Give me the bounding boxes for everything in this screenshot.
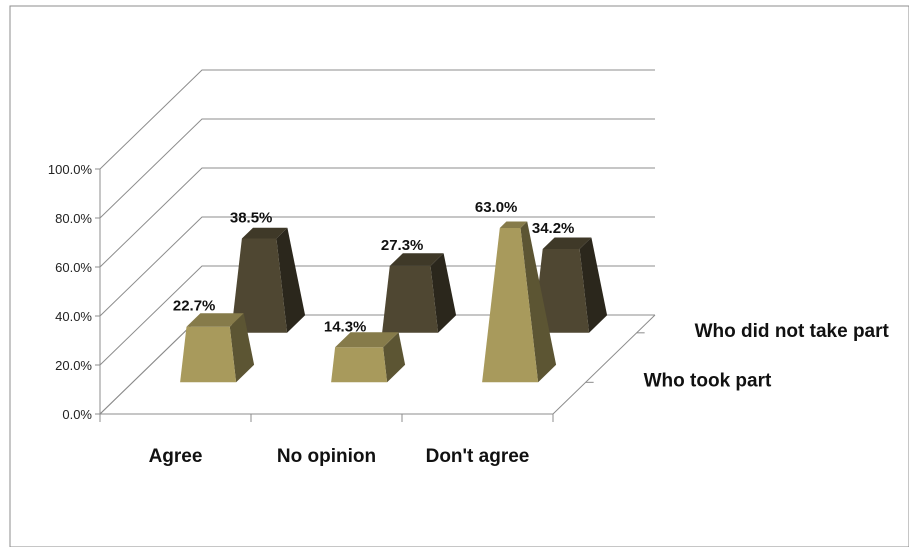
pyramid-top-face	[186, 313, 244, 327]
data-label: 34.2%	[532, 220, 575, 237]
pyramid-side-face	[383, 332, 406, 383]
pyramid-side-face	[520, 221, 557, 383]
pyramid-top-face	[389, 253, 444, 266]
pyramid-bar	[533, 237, 608, 333]
y-tick-label: 20.0%	[55, 358, 92, 373]
pyramid-side-face	[276, 227, 306, 333]
category-label: Don't agree	[426, 446, 530, 467]
series-label: Who did not take part	[695, 321, 890, 342]
pyramid-front-face	[231, 238, 288, 333]
plot-marks	[180, 221, 608, 383]
pyramid-bar	[482, 221, 557, 383]
data-label: 22.7%	[173, 298, 216, 315]
gridline	[99, 69, 655, 170]
y-tick-label: 0.0%	[62, 407, 92, 422]
x-axis-labels: Agree No opinion Don't agree	[149, 446, 530, 467]
gridline	[99, 118, 655, 219]
pyramid-top-face	[499, 221, 528, 228]
data-label: 14.3%	[324, 318, 367, 335]
pyramid-top-face	[335, 332, 399, 348]
pyramid-front-face	[382, 265, 439, 333]
chart-border	[9, 5, 909, 547]
pyramid-bar	[331, 332, 406, 383]
pyramid-front-face	[482, 228, 539, 383]
pyramid-top-face	[542, 237, 592, 249]
pyramid-side-face	[579, 237, 608, 333]
y-tick-label: 40.0%	[55, 309, 92, 324]
y-tick-label: 60.0%	[55, 260, 92, 275]
gridline	[99, 167, 655, 268]
category-label: Agree	[149, 446, 203, 467]
y-tick-label: 80.0%	[55, 211, 92, 226]
data-labels: 38.5% 27.3% 34.2% 22.7% 14.3% 63.0%	[173, 199, 575, 335]
series-label: Who took part	[644, 370, 772, 391]
pyramid-front-face	[533, 249, 590, 333]
pyramid-bar	[231, 227, 306, 333]
pyramid-side-face	[229, 313, 255, 383]
pyramid-bar	[382, 253, 457, 333]
pyramid-front-face	[331, 347, 388, 383]
pyramid-bar	[180, 313, 255, 383]
data-label: 27.3%	[381, 237, 424, 254]
category-label: No opinion	[277, 446, 376, 467]
gridline	[99, 216, 655, 317]
pyramid-top-face	[241, 227, 288, 239]
y-axis: 0.0% 20.0% 40.0% 60.0% 80.0% 100.0%	[48, 162, 645, 422]
pyramid-front-face	[180, 326, 237, 383]
data-label: 63.0%	[475, 199, 518, 216]
data-label: 38.5%	[230, 209, 273, 226]
series-labels: Who took part Who did not take part	[644, 321, 890, 392]
pyramid-side-face	[430, 253, 457, 333]
y-tick-label: 100.0%	[48, 162, 93, 177]
